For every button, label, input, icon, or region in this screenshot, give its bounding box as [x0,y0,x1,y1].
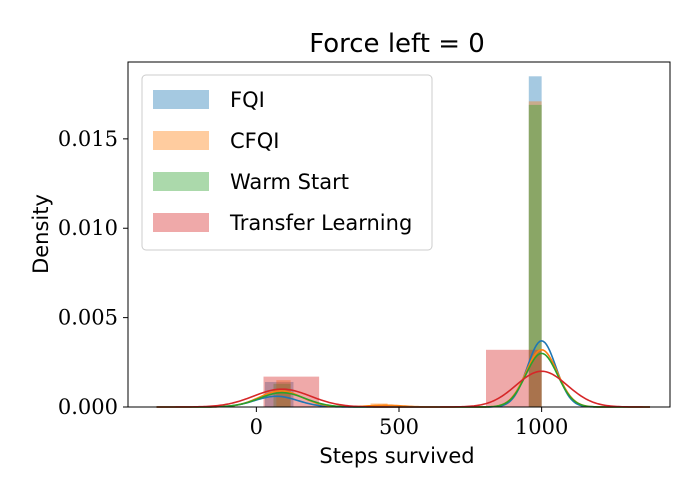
legend-label-2: Warm Start [230,170,349,194]
legend: FQI CFQI Warm Start Transfer Learning [141,74,433,251]
legend-label-3: Transfer Learning [229,211,412,235]
y-tick-label-0: 0.000 [58,395,118,419]
x-axis-ticks: 0 500 1000 [250,407,568,439]
x-axis-label: Steps survived [319,444,474,468]
y-axis-ticks: 0.000 0.005 0.010 0.015 [58,127,128,419]
histogram-bar-2-1 [528,104,542,408]
legend-swatch-0 [153,90,209,109]
histogram-bar-0-1 [528,76,542,407]
legend-swatch-3 [153,213,209,232]
legend-swatch-1 [153,131,209,150]
y-tick-label-2: 0.010 [58,216,118,240]
legend-label-1: CFQI [230,129,279,153]
legend-frame [141,74,433,251]
chart-title: Force left = 0 [309,29,485,59]
y-tick-label-1: 0.005 [58,306,118,330]
legend-label-0: FQI [230,88,265,112]
y-tick-label-3: 0.015 [58,127,118,151]
histogram-bar-1-0 [276,380,291,407]
legend-swatch-2 [153,172,209,191]
histogram-bars [263,76,542,408]
x-tick-label-2: 1000 [515,415,568,439]
x-tick-label-0: 0 [250,415,263,439]
y-axis-label: Density [29,194,53,274]
x-tick-label-1: 500 [379,415,419,439]
histogram-bar-1-2 [528,101,542,408]
